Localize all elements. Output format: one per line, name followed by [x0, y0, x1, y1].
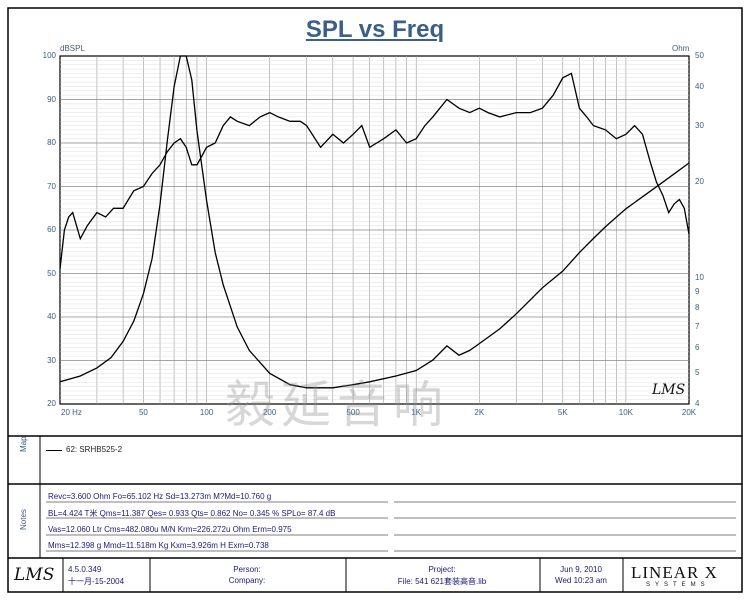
- y-axis-label-right: Ohm: [672, 44, 690, 53]
- footer-company-label: Company:: [228, 576, 266, 585]
- y-left-tick-label-3: 70: [47, 181, 56, 191]
- footer-project-label: Project:: [428, 565, 456, 574]
- side-label-notes: Notes: [19, 509, 28, 530]
- x-tick-label-3: 200: [262, 408, 277, 417]
- legend-line-swatch: [46, 450, 62, 451]
- y-right-tick-label-6: 8: [695, 303, 700, 313]
- y-axis-label-left: dBSPL: [60, 44, 85, 53]
- impedance-curve: [59, 55, 690, 389]
- side-label-map: Map: [19, 436, 28, 452]
- y-right-tick-label-4: 10: [695, 272, 704, 282]
- footer-date: Jun 9, 2010: [560, 565, 602, 574]
- y-right-tick-label-7: 7: [695, 321, 700, 331]
- y-right-tick-label-8: 6: [695, 343, 700, 353]
- outer-border: [7, 7, 743, 593]
- y-right-tick-label-3: 20: [695, 177, 704, 187]
- footer-file: File: 541 621套装高音.lib: [397, 577, 487, 586]
- y-left-tick-label-7: 30: [47, 355, 56, 365]
- plot-lms-logo: LMS: [652, 382, 686, 398]
- x-tick-label-0: 20 Hz: [61, 408, 82, 417]
- note-line-3: Vas=12.060 Ltr Cms=482.080u M/N Krm=226.…: [48, 525, 292, 534]
- y-left-tick-label-6: 40: [47, 312, 56, 321]
- x-tick-label-7: 5K: [557, 408, 568, 417]
- x-tick-label-2: 100: [199, 408, 214, 417]
- footer-brand-logo: LINEAR X: [631, 563, 718, 582]
- footer-person-label: Person:: [233, 565, 261, 574]
- x-tick-label-9: 20K: [681, 408, 697, 417]
- y-right-tick-label-9: 5: [695, 368, 700, 378]
- x-tick-label-1: 50: [138, 408, 148, 417]
- y-left-tick-label-8: 20: [47, 399, 56, 408]
- x-tick-label-4: 500: [346, 408, 360, 417]
- footer-version: 4.5.0.349: [68, 565, 102, 574]
- footer-lms-logo: LMS: [14, 565, 55, 585]
- y-right-tick-label-0: 50: [695, 51, 704, 60]
- footer-brand-sub: SYSTEMS: [646, 582, 710, 588]
- y-right-tick-label-10: 4: [695, 399, 700, 408]
- note-line-4: Mms=12.398 g Mmd=11.518m Kg Kxm=3.926m H…: [48, 541, 269, 550]
- y-left-tick-label-5: 50: [47, 268, 56, 278]
- y-left-tick-label-0: 100: [42, 51, 56, 60]
- y-right-tick-label-2: 30: [695, 121, 704, 131]
- note-line-2: BL=4.424 T米 Qms=11.387 Qes= 0.933 Qts= 0…: [48, 509, 336, 518]
- legend-label: 62: SRHB525-2: [66, 445, 123, 454]
- y-left-tick-label-1: 90: [47, 94, 56, 104]
- y-left-tick-label-2: 80: [47, 138, 56, 147]
- note-line-1: Revc=3.600 Ohm Fo=65.102 Hz Sd=13.273m M…: [48, 492, 272, 501]
- chart-title: SPL vs Freq: [305, 16, 445, 43]
- x-tick-label-6: 2K: [474, 408, 485, 417]
- footer-time: Wed 10:23 am: [555, 576, 607, 585]
- x-tick-label-8: 10K: [618, 408, 633, 417]
- y-right-tick-label-1: 40: [695, 81, 704, 91]
- x-tick-label-5: 1K: [411, 408, 422, 417]
- y-left-tick-label-4: 60: [47, 225, 56, 234]
- y-right-tick-label-5: 9: [695, 287, 700, 297]
- spl-curve: [59, 72, 690, 270]
- footer-version-date: 十一月-15-2004: [68, 577, 125, 586]
